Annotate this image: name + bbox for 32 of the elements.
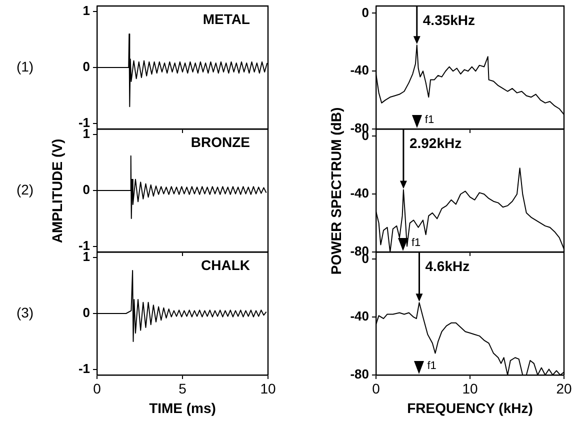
y-tick-label: 0 [82,59,90,74]
text: (3) [16,304,34,320]
y-tick-label: 1 [82,3,90,18]
y-tick-label: -80 [350,366,369,382]
chart-title: METAL [202,10,250,27]
annotation: 4.35kHz [422,12,476,28]
y-tick-label: 0 [82,182,90,198]
x-tick-label: 10 [260,380,276,396]
y-tick-label: 0 [82,305,90,320]
text: (2) [16,181,34,198]
x-axis-title: FREQUENCY (kHz) [407,400,533,416]
annotation: 4.6kHz [425,258,470,274]
text: (1) [16,58,34,74]
x-tick-label: 5 [178,380,187,396]
x-tick-label: 10 [462,380,478,396]
y-axis-title: POWER SPECTRUM (dB) [328,106,344,274]
y-axis-title: AMPLITUDE (V) [49,138,65,243]
x-tick-label: 0 [93,380,102,396]
annotation: f1 [411,237,421,250]
x-axis-title: TIME (ms) [149,400,216,416]
chart-title: CHALK [201,256,250,273]
annotation: f1 [427,360,436,372]
annotation: f1 [424,114,434,126]
y-tick-label: 0 [362,4,369,20]
x-tick-label: 20 [556,380,572,396]
x-tick-label: 0 [372,380,380,396]
y-tick-label: -40 [350,186,369,201]
annotation: 2.92kHz [409,134,462,151]
y-tick-label: -40 [350,62,369,78]
y-tick-label: -40 [350,308,369,324]
chart-title: BRONZE [190,134,250,150]
y-tick-label: -1 [78,360,90,376]
